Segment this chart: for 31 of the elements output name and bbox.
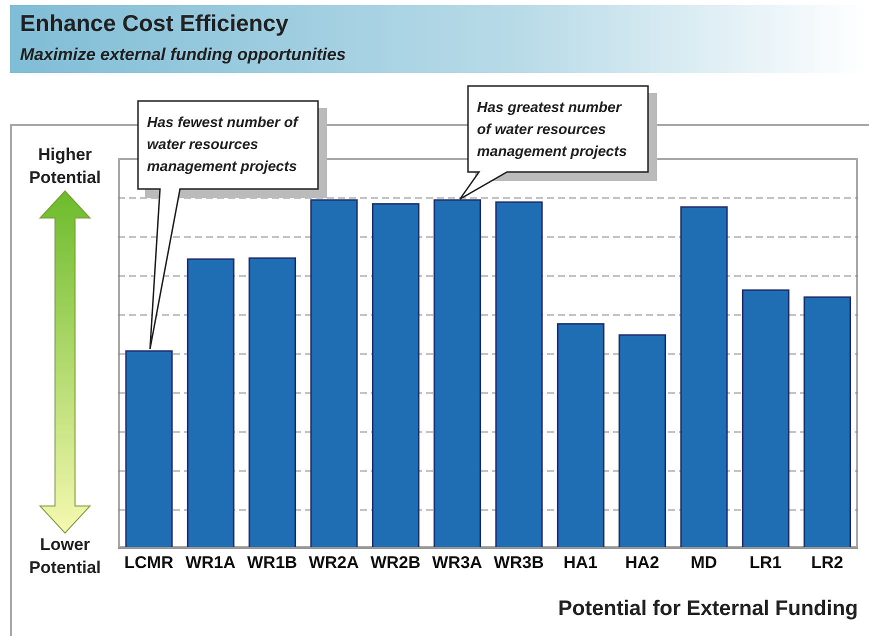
x-axis-title: Potential for External Funding [558,597,858,621]
x-tick-label: WR3B [494,553,544,572]
text: Has greatest number of water resources management projects [477,99,628,162]
bar [618,334,666,548]
chart-title: Enhance Cost Efficiency [20,10,288,37]
x-tick-label: WR2B [370,553,421,572]
bar [804,296,852,548]
bar [372,203,420,548]
bar [186,258,234,548]
x-tick-label: HA2 [625,553,660,572]
bar [434,199,482,548]
text: Lower Potential [28,534,102,579]
x-tick-label: LR1 [749,553,782,572]
bar [556,323,604,548]
bar [248,257,296,548]
x-tick-label: WR2A [308,553,359,572]
x-tick-label: WR1B [247,553,298,572]
text: Higher Potential [28,144,102,189]
x-tick-label: HA1 [563,553,598,572]
x-tick-label: MD [690,553,718,572]
x-tick-label: LCMR [124,553,174,572]
x-tick-label: LR2 [811,553,844,572]
bar [310,199,358,548]
bar [742,289,790,548]
bar [125,350,173,548]
text: Has fewest number of water resources management projects [147,114,300,177]
bar [495,201,543,548]
chart-subtitle: Maximize external funding opportunities [20,45,346,65]
bar [680,206,728,548]
x-tick-label: WR1A [185,553,236,572]
x-tick-label: WR3A [432,553,482,572]
